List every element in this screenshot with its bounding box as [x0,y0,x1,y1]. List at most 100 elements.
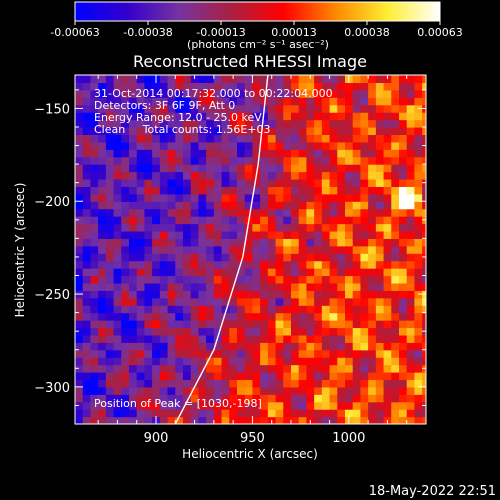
heatmap-cell [90,230,99,239]
heatmap-cell [221,178,230,187]
heatmap-cell [360,149,369,158]
heatmap-cell [237,260,246,269]
heatmap-cell [244,134,254,143]
heatmap-cell [368,193,377,202]
heatmap-cell [283,342,292,351]
heatmap-cell [337,97,346,106]
heatmap-cell [237,119,246,128]
heatmap-cell [422,164,426,173]
heatmap-cell [306,305,315,314]
heatmap-cell [175,364,184,373]
heatmap-cell [383,193,392,202]
heatmap-cell [352,409,362,418]
heatmap-cell [306,260,315,269]
heatmap-cell [291,394,300,403]
heatmap-cell [414,334,423,343]
heatmap-cell [113,112,122,121]
heatmap-cell [375,134,385,143]
heatmap-cell [244,75,254,84]
heatmap-cell [406,245,416,254]
heatmap-cell [399,238,408,247]
heatmap-cell [190,134,200,143]
heatmap-cell [375,282,385,291]
heatmap-cell [368,164,377,173]
heatmap-cell [375,216,385,225]
heatmap-cell [414,164,423,173]
heatmap-cell [159,372,169,381]
heatmap-cell [144,178,153,187]
heatmap-cell [175,141,184,150]
heatmap-cell [414,186,423,195]
heatmap-cell [391,149,400,158]
heatmap-cell [221,134,230,143]
heatmap-cell [244,171,254,180]
heatmap-cell [113,379,122,388]
heatmap-cell [267,186,277,195]
heatmap-cell [105,149,115,158]
heatmap-cell [414,82,423,91]
heatmap-cell [252,268,261,277]
heatmap-cell [314,75,323,84]
heatmap-cell [167,178,176,187]
heatmap-cell [244,164,254,173]
heatmap-cell [244,97,254,106]
annotation-peak-position: Position of Peak = [1030,-198] [94,397,262,410]
heatmap-cell [183,245,192,254]
heatmap-cell [383,89,392,98]
heatmap-cell [352,141,362,150]
heatmap-cell [291,260,300,269]
heatmap-cell [260,364,269,373]
heatmap-cell [136,178,146,187]
heatmap-cell [391,253,400,262]
heatmap-cell [183,386,192,395]
heatmap-cell [399,282,408,291]
heatmap-cell [283,401,292,410]
heatmap-cell [167,290,176,299]
heatmap-cell [337,268,346,277]
heatmap-cell [144,82,153,91]
heatmap-cell [121,320,130,329]
heatmap-cell [275,149,284,158]
heatmap-cell [414,216,423,225]
heatmap-cell [337,364,346,373]
heatmap-cell [213,312,223,321]
heatmap-cell [159,75,169,84]
heatmap-cell [291,364,300,373]
heatmap-cell [159,112,169,121]
heatmap-cell [121,149,130,158]
heatmap-cell [105,230,115,239]
heatmap-cell [383,290,392,299]
heatmap-cell [82,253,92,262]
heatmap-cell [283,230,292,239]
heatmap-cell [75,112,84,121]
heatmap-cell [113,216,122,225]
heatmap-cell [314,186,323,195]
heatmap-cell [291,104,300,113]
heatmap-cell [121,104,130,113]
heatmap-cell [329,394,338,403]
heatmap-cell [252,119,261,128]
heatmap-cell [267,104,277,113]
heatmap-cell [75,156,84,165]
heatmap-cell [98,401,107,410]
heatmap-cell [90,223,99,232]
heatmap-cell [329,230,338,239]
heatmap-cell [237,282,246,291]
heatmap-cell [113,193,122,202]
heatmap-cell [260,156,269,165]
heatmap-cell [206,297,215,306]
heatmap-cell [82,334,92,343]
heatmap-cell [144,386,153,395]
heatmap-cell [213,119,223,128]
heatmap-cell [291,297,300,306]
heatmap-cell [159,164,169,173]
heatmap-cell [345,104,354,113]
heatmap-cell [391,260,400,269]
heatmap-cell [267,282,277,291]
heatmap-cell [190,320,200,329]
x-tick-label: 950 [240,431,265,446]
heatmap-cell [75,245,84,254]
heatmap-cell [298,238,308,247]
heatmap-cell [129,253,138,262]
heatmap-cell [105,216,115,225]
